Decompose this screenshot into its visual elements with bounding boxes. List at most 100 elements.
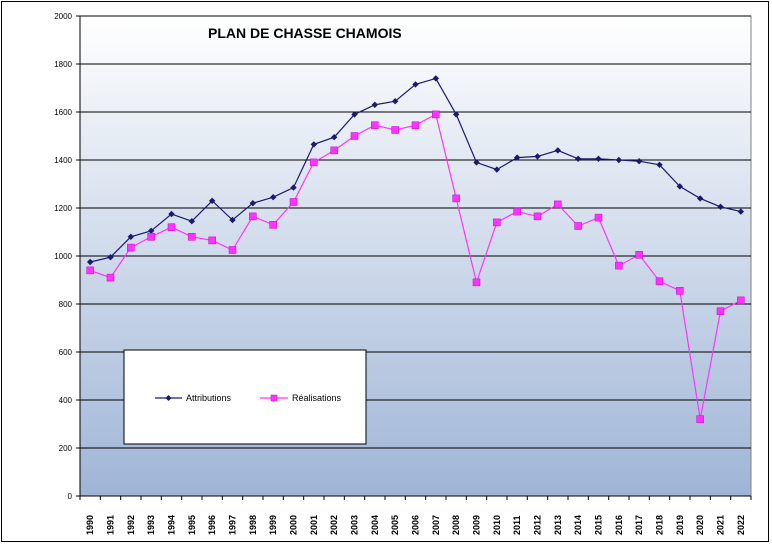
data-point-attributions (391, 98, 399, 105)
data-point-realisations (371, 121, 379, 129)
data-point-attributions (168, 210, 175, 218)
data-point-attributions (351, 111, 358, 118)
x-tick-label: 2010 (492, 515, 502, 535)
data-point-realisations (716, 307, 725, 315)
data-point-attributions (208, 197, 216, 204)
data-point-attributions (86, 258, 94, 266)
x-tick-label: 1996 (207, 515, 217, 535)
data-point-realisations (249, 212, 257, 221)
data-point-attributions (107, 254, 114, 261)
y-tick-label: 1600 (54, 108, 72, 117)
data-point-attributions (656, 161, 663, 168)
data-point-attributions (432, 75, 440, 82)
x-tick-label: 2014 (573, 515, 583, 535)
data-point-realisations (737, 296, 745, 305)
data-point-realisations (289, 198, 298, 206)
data-point-realisations (188, 233, 196, 241)
x-tick-label: 1991 (106, 515, 116, 535)
x-tick-label: 1995 (187, 515, 197, 535)
data-point-realisations (513, 207, 521, 216)
data-point-attributions (574, 155, 582, 162)
data-point-attributions (290, 184, 297, 191)
legend-realisations-marker (270, 394, 278, 402)
data-point-attributions (717, 203, 724, 210)
data-point-attributions (249, 200, 257, 207)
data-point-realisations (655, 277, 664, 285)
data-point-realisations (533, 212, 542, 221)
y-tick-label: 200 (59, 444, 73, 453)
data-point-realisations (432, 110, 440, 119)
x-tick-label: 2008 (451, 515, 461, 535)
y-tick-label: 600 (59, 348, 73, 357)
legend-realisations-label: Réalisations (292, 393, 342, 403)
data-point-attributions (615, 156, 623, 164)
data-point-realisations (493, 218, 501, 227)
x-tick-label: 2000 (289, 515, 299, 535)
data-point-attributions (127, 233, 135, 240)
data-point-attributions (269, 194, 277, 201)
x-tick-label: 2006 (411, 515, 421, 535)
data-point-realisations (411, 121, 420, 129)
x-tick-label: 2009 (472, 515, 482, 535)
x-tick-label: 2016 (614, 515, 624, 535)
x-tick-label: 2011 (512, 515, 522, 535)
data-point-attributions (676, 183, 684, 190)
y-tick-label: 1200 (54, 204, 72, 213)
data-point-attributions (534, 153, 541, 160)
y-tick-label: 800 (59, 300, 73, 309)
data-point-realisations (350, 132, 359, 140)
x-tick-label: 2019 (675, 515, 685, 535)
x-tick-label: 1994 (167, 515, 177, 535)
data-point-realisations (86, 266, 94, 275)
x-tick-label: 2004 (370, 515, 380, 535)
data-point-realisations (635, 251, 643, 259)
x-tick-label: 2018 (655, 515, 665, 535)
data-point-attributions (696, 195, 704, 202)
data-point-attributions (147, 227, 155, 234)
data-point-attributions (554, 147, 562, 154)
x-tick-label: 1992 (126, 515, 136, 535)
series-layer (86, 75, 745, 423)
data-point-realisations (147, 233, 155, 241)
x-tick-label: 1990 (85, 515, 95, 535)
data-point-attributions (595, 155, 602, 162)
x-tick-label: 2015 (594, 515, 604, 535)
legend-attributions-label: Attributions (186, 393, 232, 403)
data-point-realisations (594, 213, 603, 222)
data-point-attributions (737, 208, 745, 215)
x-tick-label: 1999 (268, 515, 278, 535)
data-point-realisations (330, 146, 338, 155)
y-tick-label: 2000 (54, 12, 72, 21)
data-point-realisations (127, 243, 135, 252)
data-point-realisations (615, 261, 623, 270)
data-point-attributions (310, 141, 318, 148)
legend-box (123, 349, 367, 445)
data-point-realisations (554, 200, 562, 209)
x-tick-label: 2002 (329, 515, 339, 535)
data-point-realisations (391, 126, 399, 134)
data-point-attributions (473, 159, 480, 166)
data-point-attributions (330, 134, 338, 141)
chart-title: PLAN DE CHASSE CHAMOIS (208, 25, 402, 41)
legend: Attributions Réalisations (123, 349, 367, 445)
x-axis: 1990 1991 1992 1993 1994 1995 1996 1997 1998 1999… (79, 495, 752, 535)
data-point-realisations (452, 194, 460, 203)
y-tick-label: 1400 (54, 156, 72, 165)
data-point-realisations (269, 221, 277, 229)
data-point-attributions (452, 111, 460, 118)
x-tick-label: 2007 (431, 515, 441, 535)
y-tick-label: 0 (68, 492, 73, 501)
data-point-realisations (106, 273, 115, 282)
y-tick-label: 1000 (54, 252, 72, 261)
data-point-attributions (493, 166, 501, 173)
x-tick-label: 2022 (736, 515, 746, 535)
y-axis: 0 200 400 600 800 1000 1200 1400 1600 1800 2000 (54, 12, 81, 501)
x-tick-label: 1993 (146, 515, 156, 535)
data-point-attributions (635, 158, 643, 165)
data-point-attributions (188, 218, 196, 225)
x-tick-label: 2012 (533, 515, 543, 535)
legend-attributions-marker (165, 395, 172, 401)
x-tick-label: 2005 (390, 515, 400, 535)
data-point-realisations (228, 246, 237, 254)
data-point-attributions (513, 154, 521, 161)
